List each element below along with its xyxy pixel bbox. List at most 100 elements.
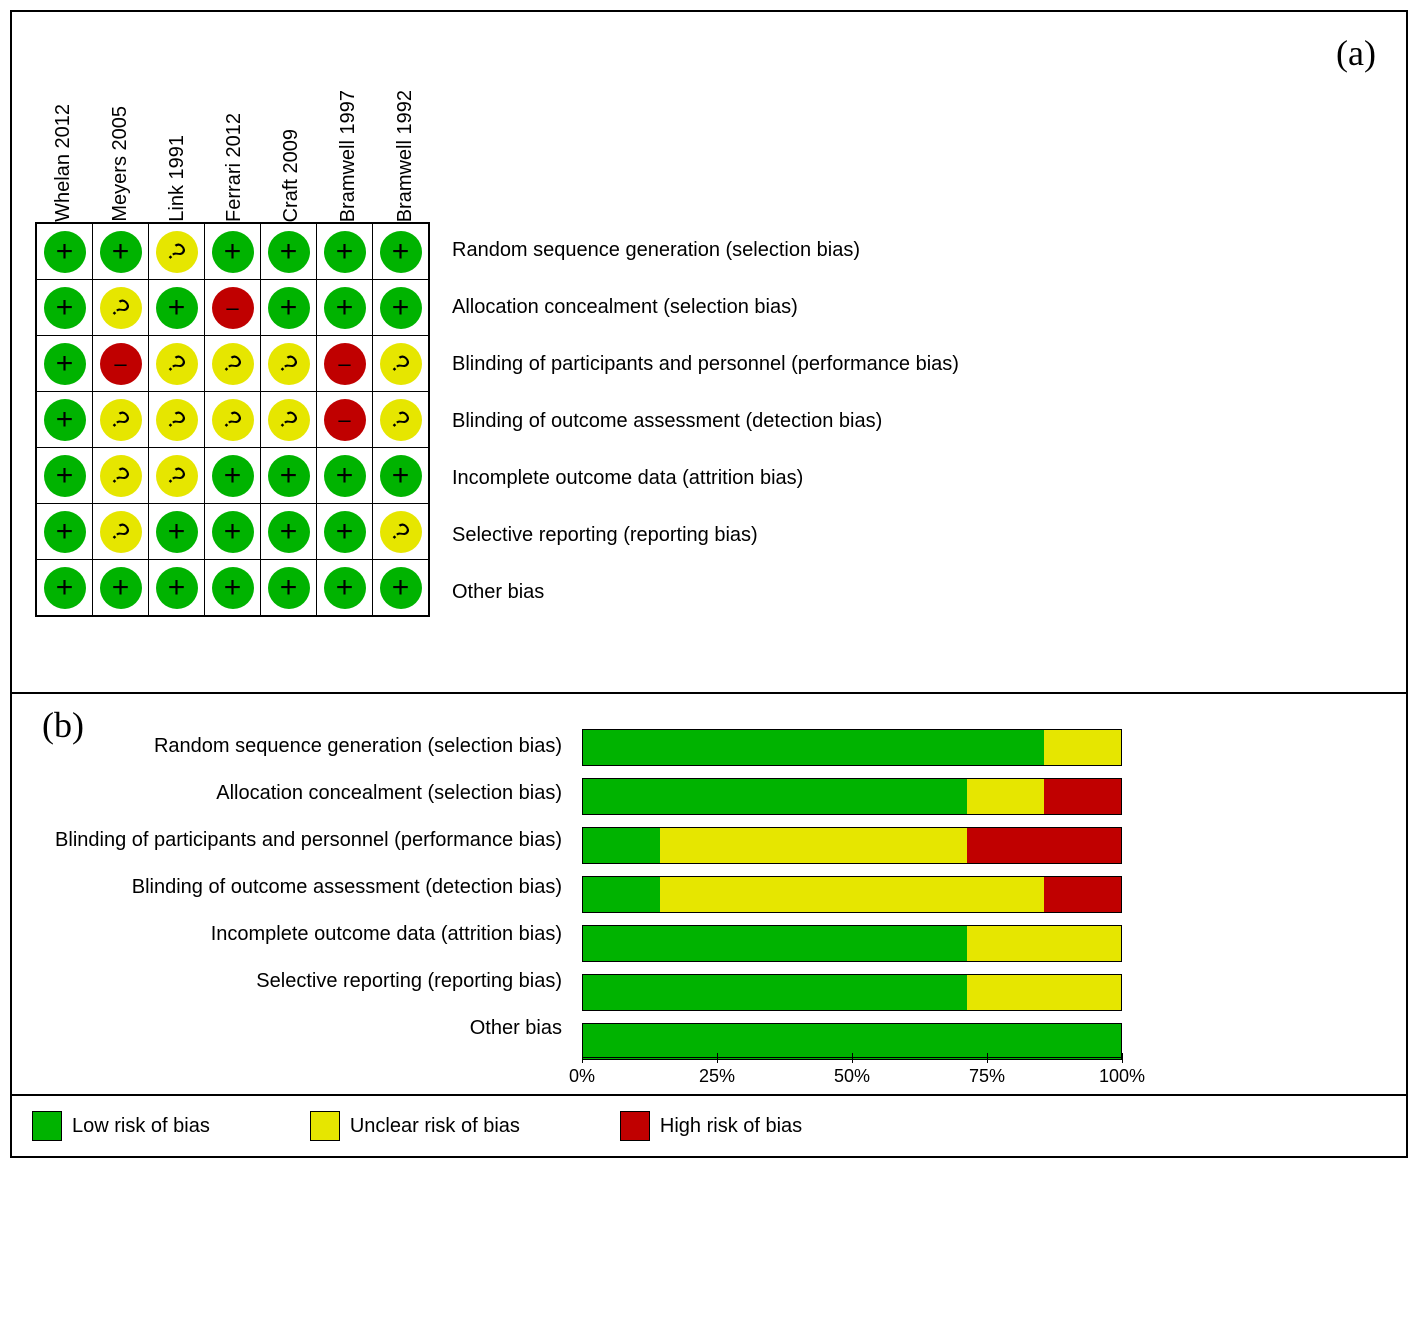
risk-cell: ? [149, 336, 205, 392]
risk-circle-low: + [156, 567, 198, 609]
risk-cell: + [36, 280, 93, 336]
risk-cell: ? [373, 504, 430, 560]
stacked-bar [582, 827, 1122, 864]
x-axis: 0%25%50%75%100% [582, 1057, 1122, 1078]
risk-cell: + [149, 280, 205, 336]
risk-circle-unclear: ? [212, 343, 254, 385]
domain-label: Allocation concealment (selection bias) [442, 279, 959, 336]
bar-segment-unclear [660, 877, 1044, 912]
risk-circle-low: + [44, 231, 86, 273]
study-header: Whelan 2012 [35, 32, 92, 222]
bar-domain-label: Blinding of outcome assessment (detectio… [12, 870, 572, 905]
risk-cell: + [317, 504, 373, 560]
bar-segment-unclear [967, 779, 1044, 814]
stacked-bar [582, 974, 1122, 1011]
risk-circle-unclear: ? [100, 511, 142, 553]
domain-label: Blinding of outcome assessment (detectio… [442, 393, 959, 450]
risk-cell: ? [93, 448, 149, 504]
risk-cell: + [36, 223, 93, 280]
risk-cell: + [317, 280, 373, 336]
bar-segment-low [583, 975, 967, 1010]
risk-circle-low: + [156, 287, 198, 329]
risk-cell: ? [93, 392, 149, 448]
risk-cell: + [36, 560, 93, 617]
study-header: Meyers 2005 [92, 32, 149, 222]
bar-segment-unclear [660, 828, 967, 863]
risk-circle-low: + [324, 567, 366, 609]
risk-circle-unclear: ? [100, 399, 142, 441]
stacked-bar-chart [582, 729, 1122, 1072]
risk-cell: ? [261, 336, 317, 392]
axis-tick-label: 100% [1099, 1066, 1145, 1087]
bar-domain-label: Blinding of participants and personnel (… [12, 823, 572, 858]
bar-domain-label: Other bias [12, 1011, 572, 1046]
legend-swatch [620, 1111, 650, 1141]
risk-circle-low: + [380, 287, 422, 329]
study-name: Ferrari 2012 [223, 103, 246, 222]
legend-item-unclear: Unclear risk of bias [310, 1111, 520, 1141]
risk-circle-low: + [380, 231, 422, 273]
stacked-bar [582, 925, 1122, 962]
risk-circle-unclear: ? [268, 399, 310, 441]
risk-circle-low: + [212, 231, 254, 273]
study-name: Link 1991 [166, 125, 189, 222]
legend-label: Unclear risk of bias [350, 1115, 520, 1138]
axis-tick [852, 1053, 853, 1063]
risk-cell: + [36, 504, 93, 560]
risk-circle-unclear: ? [268, 343, 310, 385]
bar-segment-low [583, 730, 1044, 765]
risk-cell: ? [373, 392, 430, 448]
risk-circle-unclear: ? [100, 287, 142, 329]
study-headers: Whelan 2012 Meyers 2005 Link 1991 Ferrari 2… [35, 32, 434, 222]
legend-item-low: Low risk of bias [32, 1111, 210, 1141]
axis-tick [987, 1053, 988, 1063]
risk-cell: ? [149, 448, 205, 504]
risk-cell: ? [149, 223, 205, 280]
study-name: Bramwell 1997 [337, 80, 360, 222]
bar-segment-unclear [967, 975, 1121, 1010]
risk-circle-low: + [100, 567, 142, 609]
risk-circle-unclear: ? [156, 231, 198, 273]
risk-cell: + [205, 223, 261, 280]
risk-cell: + [149, 560, 205, 617]
bar-domain-label: Random sequence generation (selection bi… [12, 729, 572, 764]
risk-circle-low: + [44, 455, 86, 497]
risk-circle-low: + [324, 455, 366, 497]
stacked-bar [582, 729, 1122, 766]
risk-circle-unclear: ? [156, 455, 198, 497]
risk-circle-low: + [212, 455, 254, 497]
axis-tick-label: 50% [834, 1066, 870, 1087]
axis-tick [717, 1053, 718, 1063]
risk-cell: + [317, 448, 373, 504]
bar-domain-label: Allocation concealment (selection bias) [12, 776, 572, 811]
legend-swatch [32, 1111, 62, 1141]
study-name: Craft 2009 [280, 119, 303, 222]
risk-cell: + [93, 560, 149, 617]
risk-cell: – [93, 336, 149, 392]
risk-cell: ? [373, 336, 430, 392]
study-header: Bramwell 1997 [320, 32, 377, 222]
bar-segment-high [967, 828, 1121, 863]
risk-circle-high: – [324, 343, 366, 385]
risk-cell: – [317, 392, 373, 448]
risk-cell: + [205, 560, 261, 617]
bar-segment-unclear [967, 926, 1121, 961]
risk-circle-low: + [324, 231, 366, 273]
risk-circle-low: + [268, 455, 310, 497]
axis-tick [1122, 1053, 1123, 1063]
risk-circle-low: + [100, 231, 142, 273]
study-name: Meyers 2005 [109, 96, 132, 222]
bar-segment-high [1044, 779, 1121, 814]
risk-circle-low: + [212, 511, 254, 553]
risk-cell: ? [205, 392, 261, 448]
panel-a-label: (a) [1336, 32, 1376, 74]
risk-circle-low: + [268, 231, 310, 273]
bar-segment-low [583, 828, 660, 863]
risk-circle-low: + [44, 343, 86, 385]
risk-circle-low: + [380, 567, 422, 609]
risk-cell: + [36, 448, 93, 504]
domain-label: Incomplete outcome data (attrition bias) [442, 450, 959, 507]
risk-cell: + [261, 448, 317, 504]
bar-domain-label: Incomplete outcome data (attrition bias) [12, 917, 572, 952]
risk-circle-unclear: ? [156, 343, 198, 385]
